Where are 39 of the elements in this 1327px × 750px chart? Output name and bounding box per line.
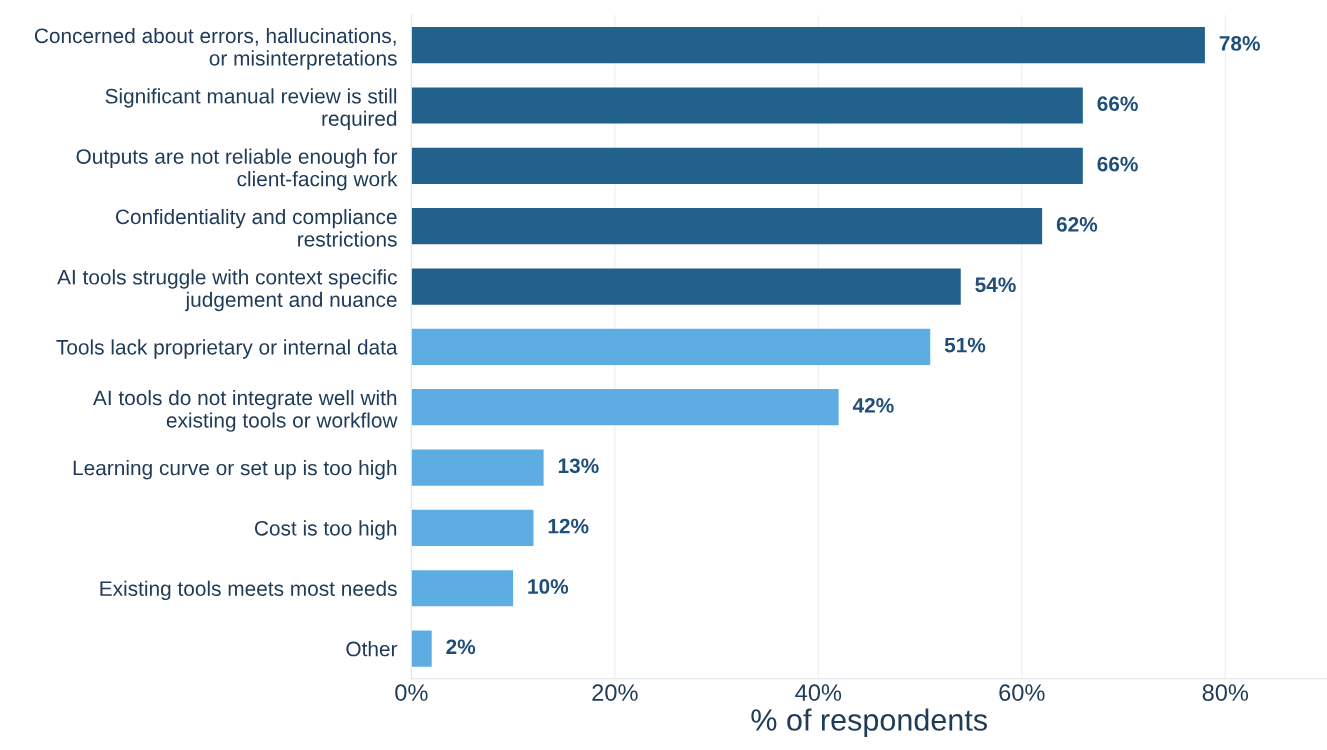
data-label: 54% xyxy=(975,277,1016,293)
x-tick-label: 0% xyxy=(395,684,428,701)
x-tick-label: 80% xyxy=(1202,684,1249,701)
bar xyxy=(411,87,1083,124)
data-label: 66% xyxy=(1097,96,1138,112)
y-tick-label: Other xyxy=(346,641,398,657)
x-tick-label: 60% xyxy=(999,684,1045,701)
x-axis-title: % of respondents xyxy=(751,708,987,737)
y-tick-label: Significant manual review is still required xyxy=(105,88,397,131)
y-tick-label: Concerned about errors, hallucinations, or misinterpretations xyxy=(34,27,397,70)
data-label: 10% xyxy=(528,579,569,594)
data-label: 2% xyxy=(446,639,476,655)
data-label: 42% xyxy=(852,398,894,413)
y-tick-label: Outputs are not reliable enough for client-facing work xyxy=(76,148,398,191)
data-label: 12% xyxy=(548,518,589,534)
bar xyxy=(411,147,1083,184)
data-label: 13% xyxy=(558,458,599,474)
x-tick-label: 20% xyxy=(592,684,638,701)
x-tick-label: 40% xyxy=(795,684,842,701)
bar xyxy=(411,389,839,426)
data-label: 51% xyxy=(944,337,986,353)
y-tick-label: Learning curve or set up is too high xyxy=(73,460,397,480)
y-tick-label: AI tools do not integrate well with existing tools or workflow xyxy=(92,389,398,432)
y-tick-label: Confidentiality and compliance restrictions xyxy=(115,208,397,247)
bar xyxy=(411,328,931,365)
bar xyxy=(411,509,534,546)
data-label: 78% xyxy=(1219,36,1260,51)
bar xyxy=(411,449,544,486)
y-tick-label: Tools lack proprietary or internal data xyxy=(56,339,398,359)
data-label: 66% xyxy=(1097,156,1138,172)
bar xyxy=(411,268,961,305)
y-tick-label: AI tools struggle with context specific judgement and nuance xyxy=(57,269,397,312)
bar xyxy=(411,570,514,607)
bar xyxy=(411,630,432,667)
bar xyxy=(411,27,1205,64)
data-label: 62% xyxy=(1056,217,1098,232)
y-tick-label: Existing tools meets most needs xyxy=(100,580,397,601)
y-tick-label: Cost is too high xyxy=(254,520,397,540)
bar xyxy=(411,208,1043,245)
